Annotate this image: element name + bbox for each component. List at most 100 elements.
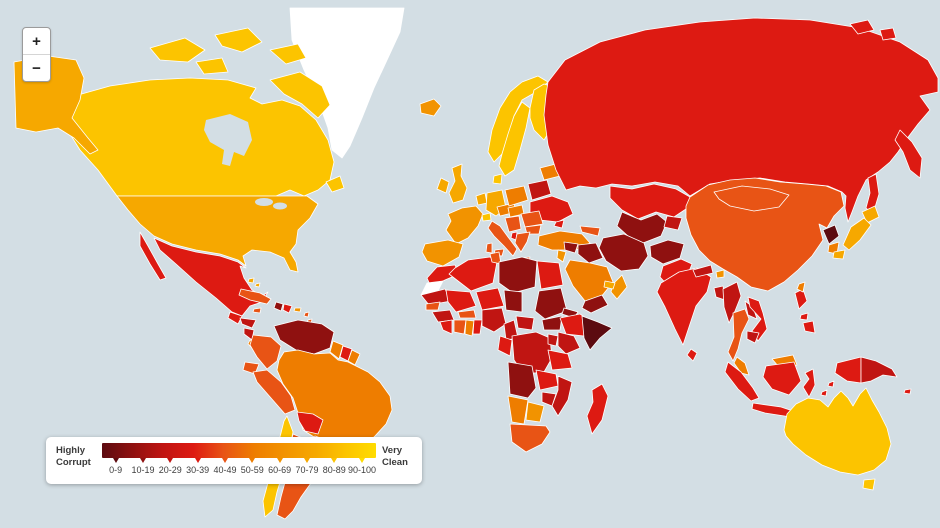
region-ireland[interactable]	[436, 177, 450, 194]
region-togo-benin[interactable]	[472, 319, 483, 335]
region-yemen[interactable]	[581, 294, 609, 314]
region-gabon-congo[interactable]	[497, 335, 513, 357]
region-italy-sardinia[interactable]	[485, 242, 493, 254]
region-niger[interactable]	[475, 287, 505, 311]
region-syria[interactable]	[563, 241, 579, 254]
region-philippines-visayas[interactable]	[799, 312, 809, 321]
region-mexico[interactable]	[153, 237, 269, 317]
region-russia[interactable]	[543, 17, 939, 223]
region-denmark[interactable]	[492, 173, 503, 185]
region-canada-baffin[interactable]	[269, 71, 331, 119]
region-sweden[interactable]	[498, 101, 531, 177]
region-taiwan[interactable]	[796, 281, 806, 293]
region-balkans[interactable]	[504, 215, 522, 233]
zoom-out-button[interactable]: −	[32, 59, 41, 77]
region-romania[interactable]	[520, 210, 544, 228]
region-thailand[interactable]	[727, 308, 750, 362]
region-caucasus[interactable]	[579, 225, 601, 237]
region-solomon-islands[interactable]	[903, 388, 912, 395]
region-italy[interactable]	[487, 220, 518, 257]
region-canada-arctic-islands[interactable]	[269, 43, 307, 65]
region-mexico-baja[interactable]	[139, 231, 167, 281]
region-sierra-leone-liberia[interactable]	[439, 319, 453, 335]
region-vietnam[interactable]	[747, 296, 768, 342]
region-angola[interactable]	[507, 361, 537, 399]
region-indonesia-borneo[interactable]	[762, 361, 802, 396]
region-japan-kyushu[interactable]	[832, 249, 846, 260]
region-north-korea[interactable]	[822, 224, 840, 245]
region-canada-arctic-islands[interactable]	[195, 57, 229, 75]
region-russia-arctic-island[interactable]	[849, 19, 875, 35]
region-peru[interactable]	[252, 369, 296, 415]
region-australia-tasmania[interactable]	[862, 478, 876, 491]
region-russia-kamchatka[interactable]	[894, 129, 923, 179]
region-france[interactable]	[445, 205, 484, 245]
region-drc[interactable]	[511, 331, 553, 375]
region-egypt[interactable]	[536, 260, 564, 290]
region-switzerland[interactable]	[481, 212, 492, 222]
region-cuba[interactable]	[238, 288, 272, 305]
region-australia[interactable]	[783, 387, 892, 476]
region-madagascar[interactable]	[586, 383, 609, 435]
region-sudan[interactable]	[534, 287, 568, 320]
region-iran[interactable]	[598, 233, 649, 272]
region-malaysia[interactable]	[733, 356, 750, 376]
region-bahamas[interactable]	[247, 277, 255, 284]
region-sri-lanka[interactable]	[686, 348, 698, 362]
region-mongolia[interactable]	[713, 185, 790, 212]
region-guatemala[interactable]	[227, 311, 243, 325]
region-dominican-republic[interactable]	[282, 303, 293, 314]
region-canada[interactable]	[61, 77, 335, 197]
region-belarus[interactable]	[527, 179, 552, 201]
region-uzbekistan-turkmenistan[interactable]	[616, 211, 668, 244]
region-puerto-rico[interactable]	[293, 307, 302, 313]
region-israel-jordan[interactable]	[556, 249, 567, 263]
region-cambodia[interactable]	[746, 330, 760, 344]
region-canada-newfoundland[interactable]	[325, 175, 345, 193]
region-south-sudan[interactable]	[541, 315, 563, 331]
region-mali[interactable]	[445, 289, 477, 313]
region-honduras[interactable]	[239, 317, 257, 329]
region-guyana[interactable]	[329, 340, 344, 360]
region-canada-arctic-islands[interactable]	[149, 37, 206, 63]
zoom-in-button[interactable]: +	[23, 28, 50, 55]
region-indonesia-papua[interactable]	[834, 356, 862, 384]
region-iceland[interactable]	[419, 98, 442, 117]
region-ghana[interactable]	[464, 319, 475, 337]
region-uae[interactable]	[603, 280, 616, 290]
region-indonesia-sulawesi[interactable]	[802, 368, 816, 398]
region-bolivia[interactable]	[296, 411, 324, 435]
region-russia-arctic-island[interactable]	[879, 27, 897, 41]
region-south-africa[interactable]	[509, 423, 551, 453]
region-uganda[interactable]	[547, 333, 559, 347]
region-libya[interactable]	[498, 256, 538, 294]
region-greenland[interactable]	[289, 7, 405, 159]
region-french-guiana[interactable]	[347, 349, 361, 366]
region-china[interactable]	[685, 177, 845, 292]
region-canada-arctic-islands[interactable]	[214, 27, 263, 53]
region-colombia[interactable]	[249, 334, 282, 370]
region-oman[interactable]	[610, 274, 628, 300]
region-haiti[interactable]	[273, 301, 284, 312]
region-greece[interactable]	[514, 231, 531, 253]
region-indonesia-maluku[interactable]	[827, 380, 835, 388]
region-senegal[interactable]	[425, 301, 441, 311]
region-indonesia-maluku[interactable]	[820, 389, 828, 397]
region-philippines-mindanao[interactable]	[802, 320, 816, 334]
region-ukraine-crimea[interactable]	[553, 219, 565, 229]
region-central-african-republic[interactable]	[515, 315, 535, 331]
region-tanzania[interactable]	[547, 349, 573, 371]
region-myanmar[interactable]	[722, 281, 742, 324]
region-namibia[interactable]	[507, 395, 529, 425]
region-mozambique[interactable]	[551, 375, 573, 417]
region-uk[interactable]	[448, 163, 468, 204]
region-nigeria[interactable]	[481, 307, 507, 333]
region-lesser-antilles[interactable]	[303, 311, 310, 318]
region-botswana[interactable]	[525, 401, 545, 423]
region-afghanistan[interactable]	[649, 239, 685, 265]
region-japan-honshu[interactable]	[842, 217, 872, 251]
region-kenya[interactable]	[557, 331, 581, 355]
region-iraq[interactable]	[577, 242, 604, 264]
region-nepal[interactable]	[692, 264, 714, 278]
region-somalia[interactable]	[581, 315, 613, 351]
